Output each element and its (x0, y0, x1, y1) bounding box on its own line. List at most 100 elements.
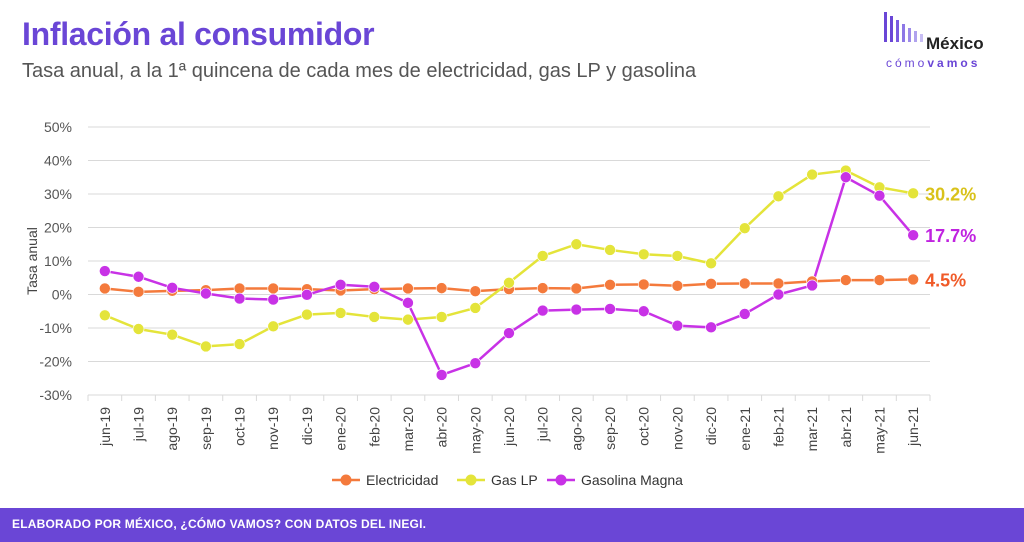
data-point (435, 311, 448, 323)
x-tick-label: oct-19 (232, 407, 248, 446)
data-point (671, 279, 684, 292)
data-point (132, 323, 145, 335)
logo-subtext: cómovamos (886, 56, 980, 70)
data-point (536, 282, 549, 294)
data-point (907, 187, 919, 200)
y-axis-title: Tasa anual (24, 227, 40, 295)
data-point (536, 304, 549, 317)
y-tick-label: -30% (39, 387, 72, 403)
data-point (301, 308, 313, 321)
y-tick-label: 40% (44, 153, 72, 169)
x-tick-label: sep-20 (602, 407, 618, 450)
data-point (705, 321, 717, 334)
data-point (334, 278, 347, 291)
footer-source: ELABORADO POR MÉXICO, ¿CÓMO VAMOS? CON D… (12, 517, 427, 531)
data-point (907, 273, 919, 286)
data-point (907, 229, 919, 242)
data-point (570, 303, 583, 316)
data-point (368, 280, 381, 293)
x-tick-label: dic-19 (299, 407, 315, 445)
data-point (469, 285, 482, 297)
legend-label: Electricidad (366, 472, 438, 488)
data-point (267, 320, 280, 333)
line-chart: 50% 40% 30% 20% 10% 0% -10% -20% -30% Tasa anual j… (24, 119, 976, 488)
data-point (772, 277, 785, 290)
data-point (132, 286, 145, 298)
data-point (806, 279, 818, 292)
data-point (469, 357, 482, 369)
y-tick-label: -10% (39, 320, 72, 336)
logo: México cómovamos (882, 10, 1012, 72)
legend-marker (340, 474, 352, 486)
end-data-label: 17.7% (925, 226, 976, 246)
footer-bar: ELABORADO POR MÉXICO, ¿CÓMO VAMOS? CON D… (0, 508, 1024, 542)
x-tick-label: oct-20 (636, 407, 652, 446)
data-point (738, 308, 751, 320)
x-tick-label: ago-19 (164, 407, 180, 451)
data-point (503, 276, 515, 289)
data-point (368, 311, 381, 323)
data-point (402, 297, 414, 309)
data-point (99, 309, 111, 322)
logo-subtext-bold: vamos (927, 56, 981, 70)
data-point (166, 281, 178, 294)
x-tick-label: jun-21 (905, 407, 921, 447)
page-title: Inflación al consumidor (22, 16, 375, 52)
x-tick-label: feb-20 (366, 407, 382, 447)
x-tick-label: nov-20 (669, 407, 685, 450)
series-line-gas-lp (104, 169, 914, 348)
x-tick-label: dic-20 (703, 407, 719, 445)
end-data-label: 4.5% (925, 270, 966, 290)
data-point (267, 282, 280, 295)
x-tick-label: jul-20 (535, 407, 551, 442)
y-tick-label: 50% (44, 119, 72, 135)
data-point (873, 189, 886, 202)
data-point (570, 282, 583, 295)
data-point (637, 278, 650, 291)
data-point (200, 340, 212, 353)
data-point (705, 257, 717, 270)
data-point (166, 328, 178, 341)
data-point (334, 307, 347, 319)
data-point (604, 303, 616, 315)
y-tick-label: -20% (39, 354, 72, 370)
x-tick-label: ago-20 (568, 407, 584, 451)
data-point (637, 305, 650, 318)
data-point (233, 292, 246, 305)
data-point (402, 282, 414, 295)
legend-marker (465, 474, 477, 486)
data-point (671, 250, 684, 262)
x-tick-label: abr-20 (434, 407, 450, 448)
x-tick-label: may-21 (871, 407, 887, 454)
data-point (671, 319, 684, 332)
data-point (536, 250, 549, 262)
data-point (839, 171, 852, 184)
end-data-label: 30.2% (925, 184, 976, 204)
data-point (604, 278, 616, 291)
data-point (772, 190, 785, 203)
data-point (99, 282, 111, 295)
x-tick-label: jun-20 (501, 407, 517, 447)
x-tick-label: jul-19 (131, 407, 147, 442)
data-point (301, 289, 313, 301)
data-point (503, 327, 515, 339)
data-point (233, 338, 246, 350)
data-point (435, 282, 448, 294)
logo-bars-icon (884, 12, 923, 42)
y-tick-label: 0% (52, 287, 72, 303)
x-tick-label: ene-20 (333, 407, 349, 451)
data-point (570, 238, 583, 251)
logo-subtext-light: cómo (886, 56, 928, 70)
data-point (705, 277, 717, 290)
data-point (806, 168, 818, 181)
y-tick-label: 10% (44, 253, 72, 269)
data-point (435, 369, 448, 381)
x-tick-label: sep-19 (198, 407, 214, 450)
data-point (637, 248, 650, 261)
x-tick-label: may-20 (467, 407, 483, 454)
logo-text: México (926, 34, 984, 53)
x-tick-label: mar-20 (400, 407, 416, 452)
data-point (772, 288, 785, 301)
data-point (839, 274, 852, 286)
x-tick-label: abr-21 (838, 407, 854, 448)
